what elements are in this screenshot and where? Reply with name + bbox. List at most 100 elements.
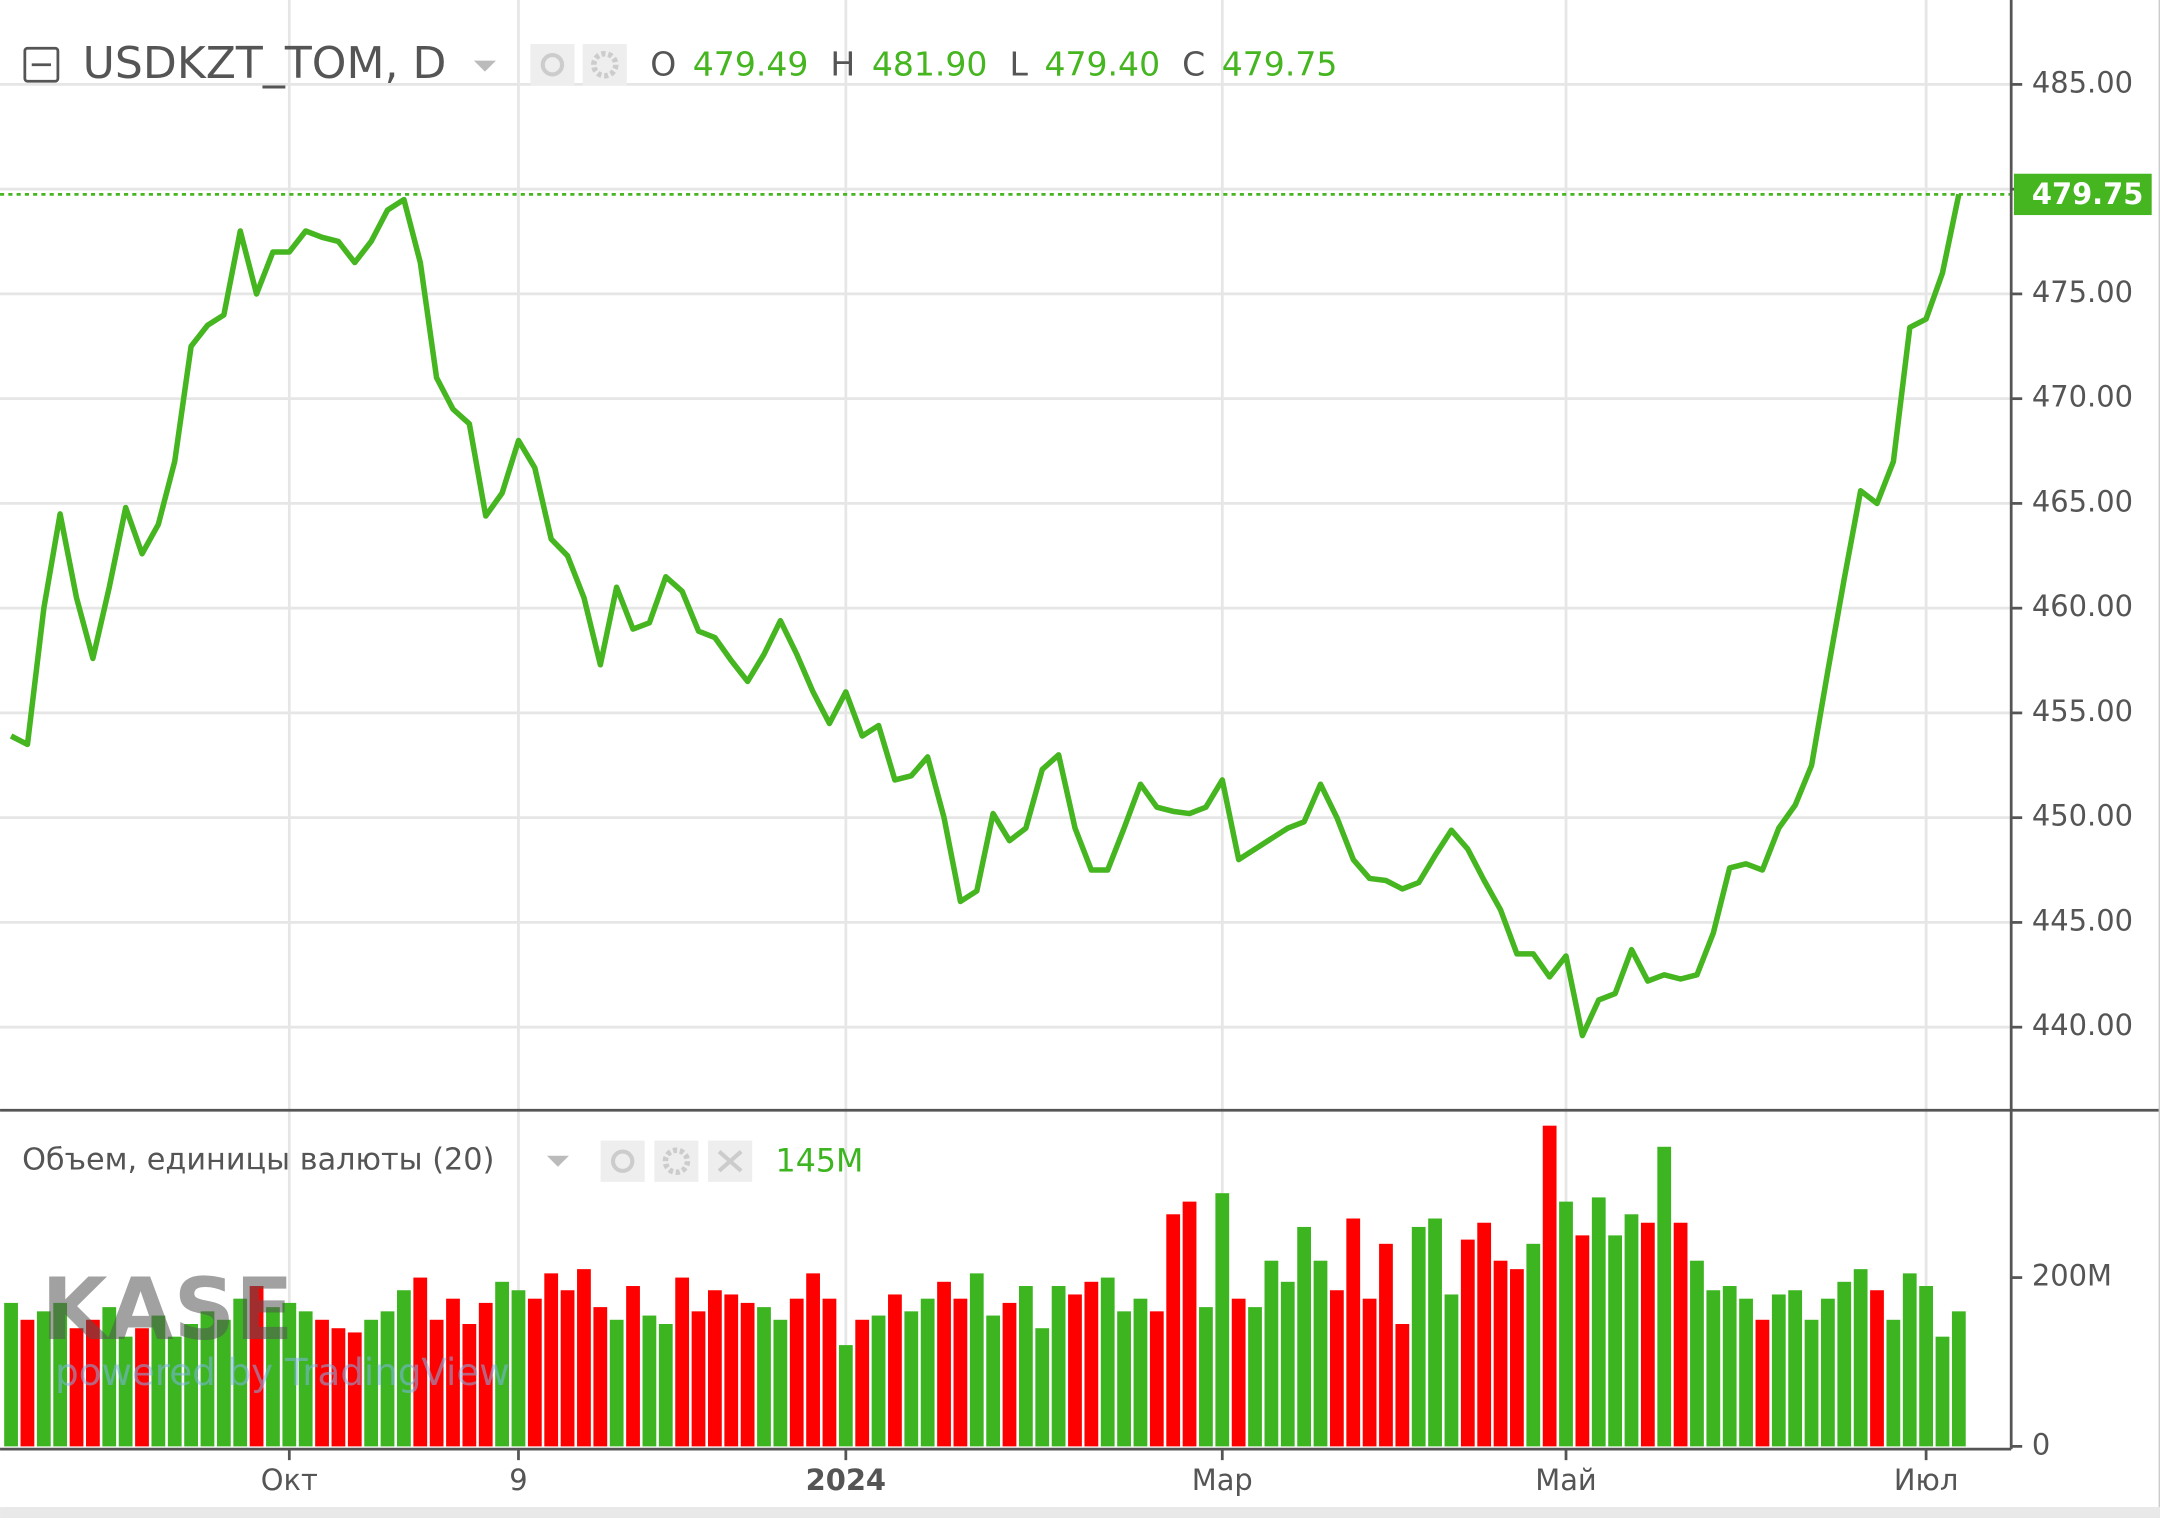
eye-button[interactable] bbox=[530, 44, 575, 86]
eye-icon bbox=[540, 53, 565, 77]
volume-bar bbox=[4, 1302, 18, 1447]
x-tick-label: 2024 bbox=[806, 1463, 886, 1497]
volume-bar bbox=[1280, 1281, 1295, 1447]
volume-bar bbox=[102, 1307, 117, 1447]
volume-bar bbox=[1706, 1290, 1721, 1447]
settings-button[interactable] bbox=[582, 44, 627, 86]
volume-bar bbox=[1133, 1298, 1148, 1447]
volume-bar bbox=[1182, 1201, 1197, 1447]
volume-bar bbox=[282, 1302, 297, 1447]
volume-bar bbox=[1870, 1290, 1884, 1447]
settings-button[interactable] bbox=[654, 1140, 699, 1182]
volume-bar bbox=[216, 1319, 231, 1447]
y-tick-label: 485.00 bbox=[2032, 65, 2133, 99]
volume-bar bbox=[1411, 1226, 1426, 1447]
last-price-badge bbox=[2013, 173, 2152, 216]
volume-bar bbox=[1608, 1235, 1623, 1447]
volume-bar bbox=[1428, 1218, 1442, 1447]
volume-bar bbox=[151, 1315, 166, 1447]
eye-button[interactable] bbox=[600, 1140, 645, 1182]
x-tick-label: Мар bbox=[1192, 1463, 1253, 1497]
volume-bar bbox=[789, 1298, 804, 1447]
volume-bar bbox=[1199, 1307, 1213, 1447]
y-tick-label: 460.00 bbox=[2032, 589, 2133, 623]
volume-bar bbox=[1804, 1319, 1819, 1447]
y-tick-label: 0 bbox=[2032, 1427, 2050, 1461]
volume-bar bbox=[855, 1319, 870, 1447]
volume-bar bbox=[544, 1273, 559, 1447]
volume-bar bbox=[1215, 1193, 1230, 1447]
volume-bar bbox=[1951, 1311, 1966, 1447]
volume-bar bbox=[36, 1311, 51, 1447]
volume-bar bbox=[953, 1298, 968, 1447]
ohlc-value: 481.90 bbox=[872, 45, 988, 84]
volume-bar bbox=[1575, 1235, 1590, 1447]
volume-bar bbox=[462, 1323, 477, 1447]
volume-bar bbox=[1591, 1197, 1606, 1447]
volume-bar bbox=[1297, 1226, 1312, 1447]
volume-bar bbox=[1722, 1286, 1737, 1447]
volume-bar bbox=[1673, 1222, 1688, 1447]
volume-bar bbox=[1068, 1294, 1082, 1447]
ohlc-value: 479.49 bbox=[693, 45, 809, 84]
volume-bar bbox=[1771, 1294, 1786, 1447]
volume-bar bbox=[478, 1302, 493, 1447]
bottom-bar bbox=[0, 1506, 2160, 1518]
y-tick-label: 455.00 bbox=[2032, 694, 2133, 728]
ohlc-key: L bbox=[1010, 45, 1029, 84]
volume-bar bbox=[1559, 1201, 1573, 1447]
volume-bar bbox=[527, 1298, 542, 1447]
volume-bar bbox=[266, 1307, 280, 1447]
y-tick-label: 445.00 bbox=[2032, 903, 2133, 937]
symbol-title: USDKZT_TOM, D bbox=[83, 38, 447, 89]
volume-bar bbox=[413, 1277, 428, 1447]
volume-bar bbox=[1100, 1277, 1115, 1447]
volume-bar bbox=[167, 1336, 182, 1447]
volume-bar bbox=[707, 1290, 722, 1447]
volume-bar bbox=[1902, 1273, 1917, 1447]
settings-icon bbox=[590, 50, 619, 79]
volume-bar bbox=[1542, 1125, 1557, 1447]
volume-bar bbox=[380, 1311, 395, 1447]
ohlc-key: H bbox=[830, 45, 855, 84]
volume-bar bbox=[626, 1286, 640, 1447]
volume-bar bbox=[1231, 1298, 1246, 1447]
watermark-text: powered by TradingView bbox=[55, 1350, 510, 1394]
volume-bar bbox=[1051, 1286, 1066, 1447]
volume-bar bbox=[1002, 1302, 1017, 1447]
volume-bar bbox=[1248, 1307, 1262, 1447]
volume-bar bbox=[773, 1319, 788, 1447]
volume-bar bbox=[888, 1294, 902, 1447]
volume-bar bbox=[609, 1319, 624, 1447]
dropdown-arrow[interactable] bbox=[473, 60, 496, 72]
volume-bar bbox=[1837, 1281, 1852, 1447]
ohlc-value: 479.75 bbox=[1222, 45, 1338, 84]
volume-bar bbox=[593, 1307, 608, 1447]
volume-bar bbox=[1117, 1311, 1131, 1447]
x-tick-label: 9 bbox=[509, 1463, 527, 1497]
volume-bar bbox=[1690, 1260, 1704, 1447]
volume-bar bbox=[1313, 1260, 1328, 1447]
volume-bar bbox=[724, 1294, 739, 1447]
ohlc-key: C bbox=[1182, 45, 1205, 84]
y-tick-label: 470.00 bbox=[2032, 380, 2133, 414]
volume-bar bbox=[920, 1298, 935, 1447]
volume-bar bbox=[560, 1290, 575, 1447]
grid-layer: 440.00 445.00 450.00 455.00 460.00 465.00 470.… bbox=[0, 0, 2133, 1497]
last-price-label: 479.75 bbox=[2032, 177, 2144, 211]
marks-layer: 479.75 bbox=[0, 173, 2152, 1447]
volume-bar bbox=[1657, 1146, 1672, 1447]
volume-bar bbox=[1788, 1290, 1803, 1447]
volume-bar bbox=[757, 1307, 771, 1447]
volume-bar bbox=[937, 1281, 951, 1447]
volume-bar bbox=[986, 1315, 1001, 1447]
volume-bar bbox=[838, 1345, 853, 1447]
volume-bar bbox=[1526, 1243, 1541, 1447]
dropdown-arrow[interactable] bbox=[546, 1155, 569, 1167]
eye-icon bbox=[610, 1149, 635, 1173]
volume-bar bbox=[1084, 1281, 1099, 1447]
volume-bar bbox=[1477, 1222, 1492, 1447]
volume-bar bbox=[347, 1332, 362, 1447]
